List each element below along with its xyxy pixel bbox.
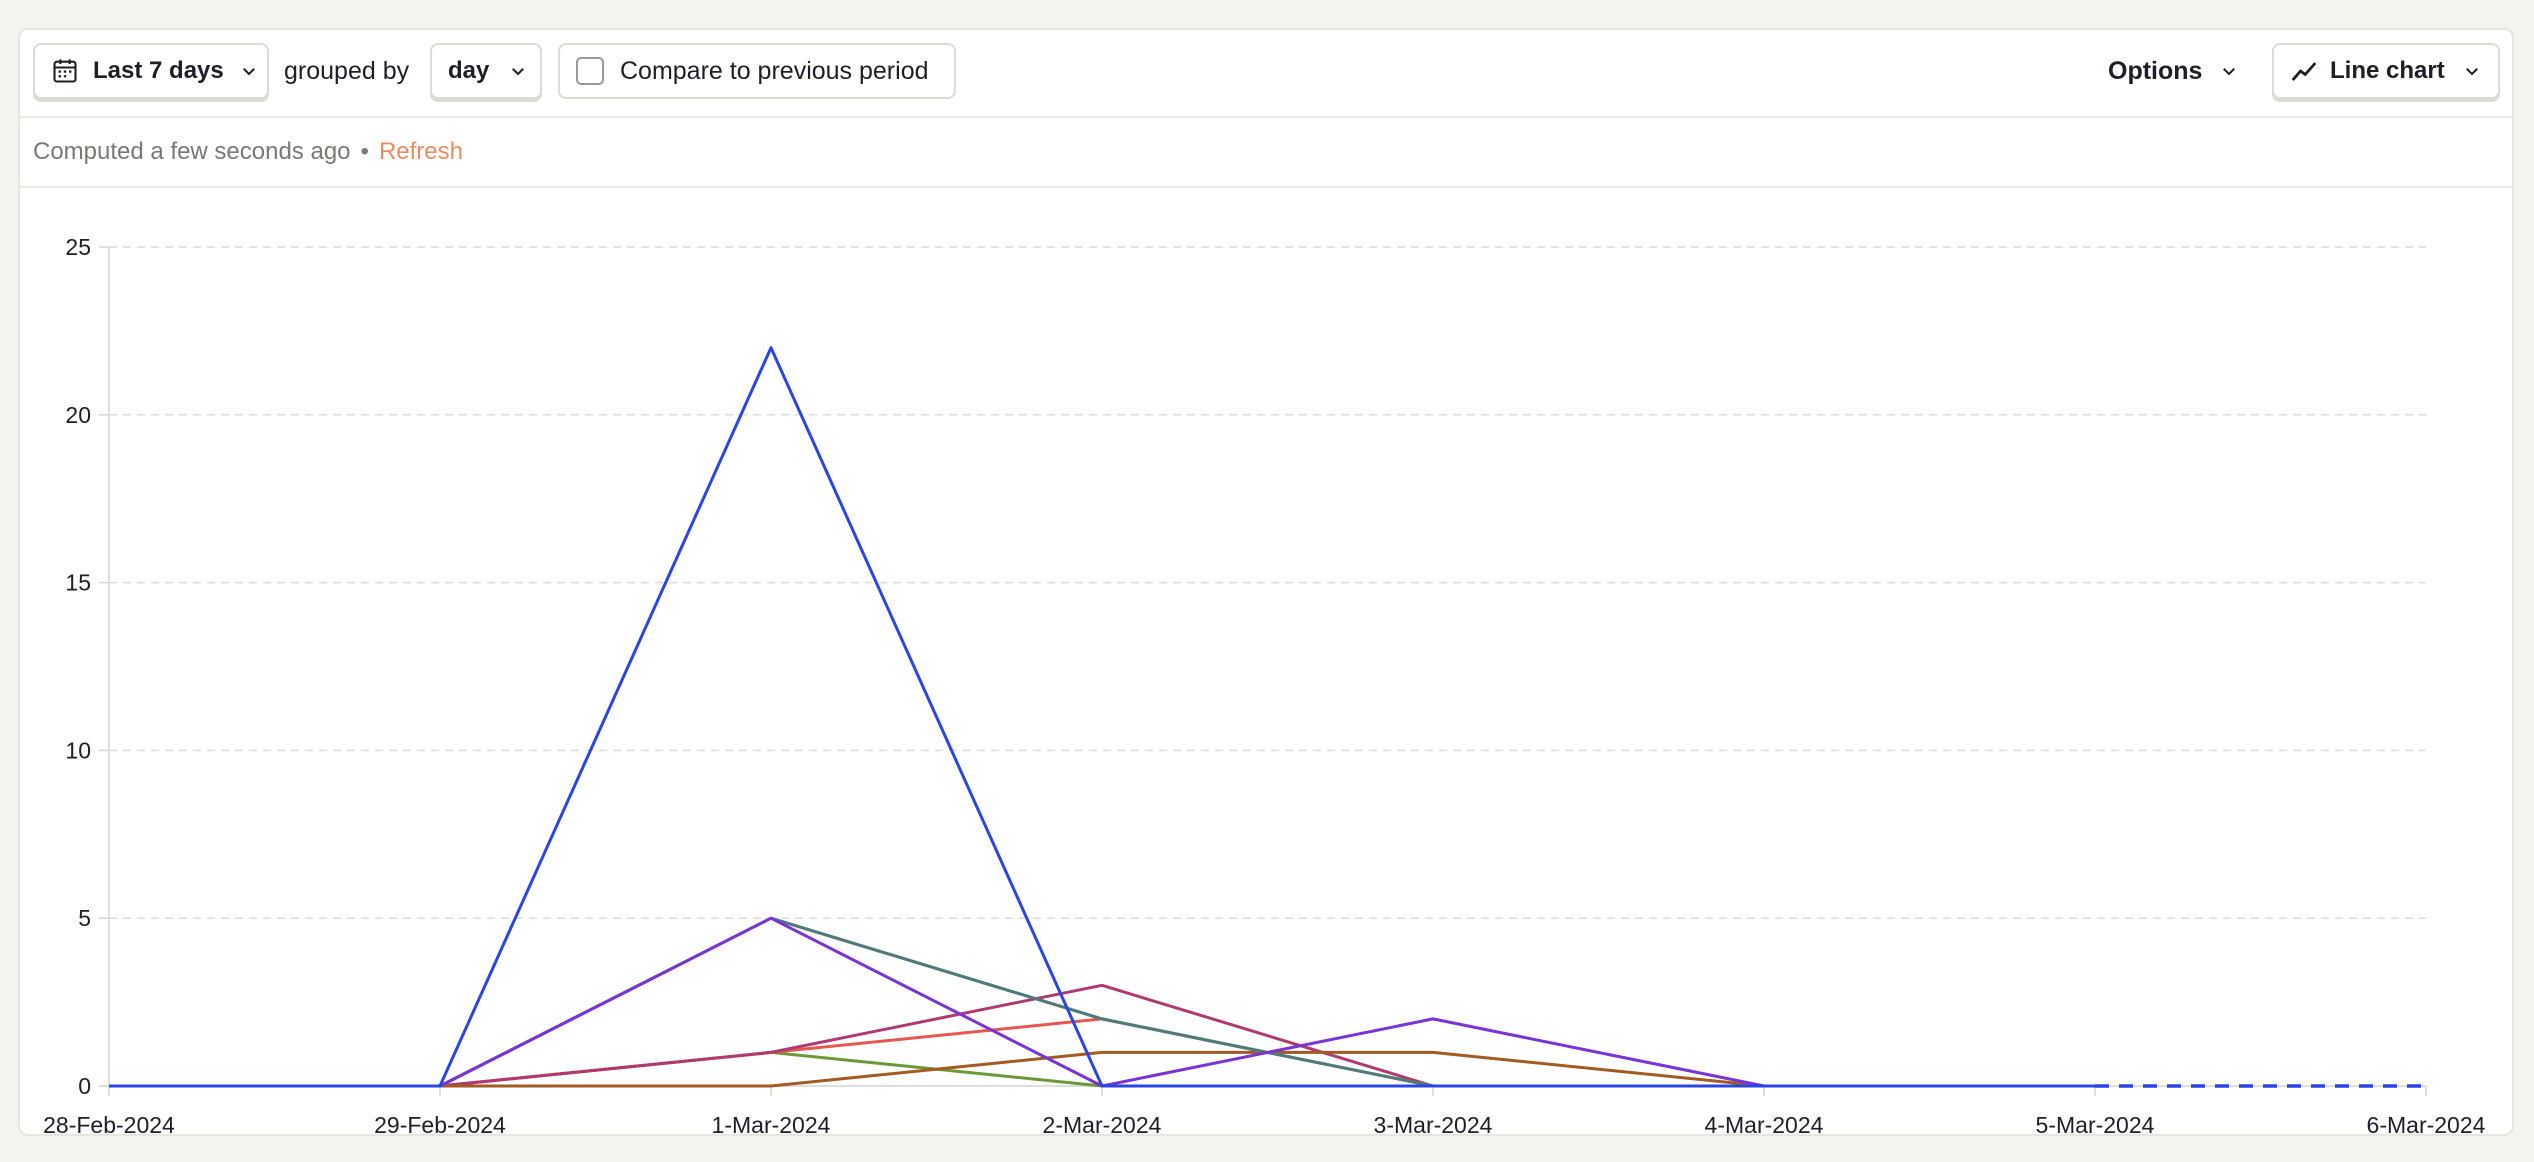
y-tick-label: 0 [78,1073,91,1099]
grouped-by-text: grouped by [284,56,410,85]
compare-toggle[interactable]: Compare to previous period [558,43,956,99]
refresh-link[interactable]: Refresh [378,138,463,165]
options-button[interactable]: Options [2108,43,2238,99]
chevron-down-icon [242,68,255,76]
y-tick-label: 20 [65,402,91,428]
interval-button[interactable]: day [430,43,542,99]
series-line-5 [109,1050,1765,1088]
y-tick-label: 10 [65,737,91,763]
line-chart: 0 5 10 15 20 25 28-Feb-2024 29-Feb-2024 1-Mar-20… [20,190,2512,1136]
chart-tick-labels: 0 5 10 15 20 25 28-Feb-2024 29-Feb-2024 1-Mar-20… [43,234,2486,1136]
chevron-down-icon [512,68,525,76]
chart-type-label: Line chart [2330,57,2445,84]
date-range-button[interactable]: Last 7 days [33,43,269,99]
compare-checkbox[interactable] [576,57,604,85]
y-tick-label: 5 [78,905,91,931]
calendar-icon [53,59,77,83]
line-chart-svg: 0 5 10 15 20 25 28-Feb-2024 29-Feb-2024 1-Mar-20… [43,234,2486,1136]
computed-status-text: Computed a few seconds ago [33,138,351,165]
compare-label: Compare to previous period [620,56,929,85]
y-tick-label: 25 [65,234,91,260]
series-line-3 [109,1017,1103,1088]
interval-label: day [448,57,490,84]
x-tick-label: 28-Feb-2024 [43,1112,175,1136]
y-tick-label: 15 [65,570,91,596]
x-tick-label: 4-Mar-2024 [1705,1112,1824,1136]
line-chart-icon [2292,62,2316,81]
series-line-4 [109,983,1434,1088]
x-tick-label: 2-Mar-2024 [1043,1112,1162,1136]
chart-type-button[interactable]: Line chart [2272,43,2500,99]
chevron-down-icon [2223,68,2236,76]
date-range-label: Last 7 days [93,57,224,84]
chevron-down-icon [2465,68,2478,76]
series-line-8 [109,346,2095,1088]
x-tick-label: 5-Mar-2024 [2036,1112,2155,1136]
x-tick-label: 3-Mar-2024 [1374,1112,1493,1136]
insight-toolbar: Last 7 days grouped by day Compare to pr… [20,30,2512,118]
chart-axes [99,246,2427,1096]
chart-gridlines [109,246,2426,919]
insight-card: Last 7 days grouped by day Compare to pr… [18,28,2514,1136]
options-label: Options [2108,56,2203,85]
x-tick-label: 29-Feb-2024 [374,1112,506,1136]
chart-series [109,346,2426,1088]
computed-status-bar: Computed a few seconds ago • Refresh [20,118,2512,188]
series-line-6 [109,916,1434,1088]
x-tick-label: 1-Mar-2024 [712,1112,831,1136]
x-tick-label: 6-Mar-2024 [2367,1112,2486,1136]
status-separator: • [360,138,369,165]
